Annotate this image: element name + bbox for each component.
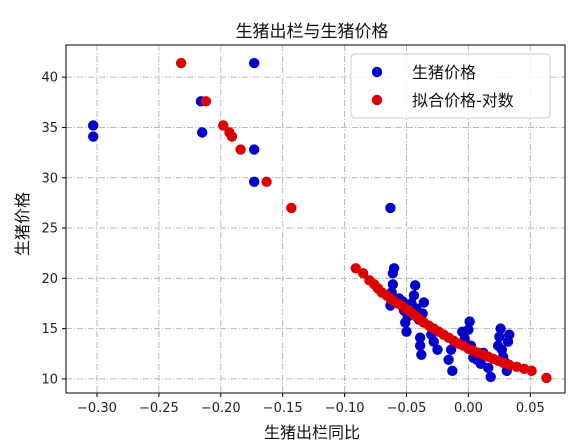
data-point xyxy=(494,331,505,342)
data-point xyxy=(357,268,369,279)
data-point xyxy=(286,202,297,214)
data-point xyxy=(447,365,458,377)
x-axis-label: 生猪出栏同比 xyxy=(264,423,360,442)
x-tick-label: −0.20 xyxy=(201,401,241,416)
data-point xyxy=(445,344,457,355)
data-point xyxy=(385,202,396,214)
x-tick-label: 0.00 xyxy=(454,401,483,416)
data-point xyxy=(414,340,426,351)
y-tick-label: 15 xyxy=(41,322,58,337)
data-point xyxy=(414,332,426,343)
data-point xyxy=(485,371,496,383)
data-point xyxy=(88,120,99,131)
data-point xyxy=(541,372,552,384)
x-tick-label: −0.05 xyxy=(387,401,427,416)
legend-label: 拟合价格-对数 xyxy=(412,91,514,110)
y-tick-label: 40 xyxy=(41,71,58,86)
data-point xyxy=(175,57,187,69)
y-tick-label: 25 xyxy=(41,222,58,237)
data-point xyxy=(218,120,229,131)
data-point xyxy=(401,326,412,337)
data-point xyxy=(249,176,260,187)
x-tick-label: −0.25 xyxy=(139,401,179,416)
data-point xyxy=(463,324,474,335)
data-points xyxy=(88,57,552,384)
plot-frame xyxy=(65,44,566,394)
data-point xyxy=(504,329,515,340)
data-point xyxy=(416,349,427,360)
data-point xyxy=(88,131,99,142)
data-point xyxy=(408,290,420,301)
legend-marker xyxy=(371,66,383,78)
data-point xyxy=(249,57,260,69)
series-fitted-price xyxy=(175,57,552,384)
x-tick-label: −0.15 xyxy=(263,401,303,416)
legend-box xyxy=(350,53,551,119)
x-tick-label: 0.05 xyxy=(516,401,545,416)
x-tick-label: −0.30 xyxy=(77,401,117,416)
data-point xyxy=(409,280,421,291)
data-point xyxy=(432,344,443,355)
data-point xyxy=(526,365,537,377)
data-point xyxy=(483,362,494,374)
data-point xyxy=(388,263,400,274)
data-point xyxy=(249,144,260,155)
data-point xyxy=(495,323,506,334)
data-point xyxy=(235,144,246,155)
data-point xyxy=(226,131,238,142)
data-point xyxy=(428,336,439,347)
legend-marker xyxy=(371,94,383,106)
data-point xyxy=(418,297,430,308)
data-point xyxy=(200,96,212,107)
y-axis-label: 生猪价格 xyxy=(13,192,32,256)
data-point xyxy=(464,316,475,327)
y-tick-label: 20 xyxy=(41,272,58,287)
data-point xyxy=(387,279,399,290)
x-tick-label: −0.10 xyxy=(325,401,365,416)
data-point xyxy=(197,127,208,138)
y-tick-label: 35 xyxy=(41,121,58,136)
data-point xyxy=(443,354,454,366)
chart-title: 生猪出栏与生猪价格 xyxy=(236,22,389,42)
data-point xyxy=(261,176,272,187)
y-tick-label: 30 xyxy=(41,171,58,186)
legend-label: 生猪价格 xyxy=(412,63,476,82)
axis-ticks: −0.30 −0.25 −0.20 −0.15 −0.10 −0.05 0.00 0.05 10… xyxy=(41,71,544,416)
data-point xyxy=(350,263,361,274)
y-tick-label: 10 xyxy=(41,372,58,387)
